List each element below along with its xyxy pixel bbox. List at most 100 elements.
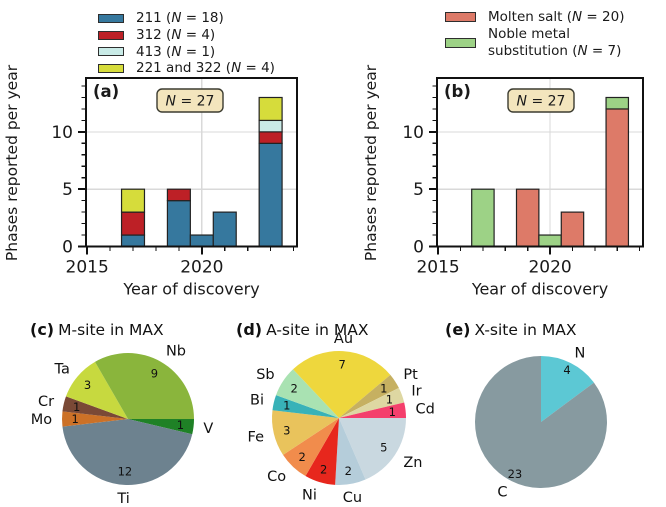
bar-2021-211 bbox=[212, 211, 237, 248]
panel-letter-b: (b) bbox=[444, 82, 471, 101]
plot-border bbox=[435, 76, 645, 248]
pie-d-label-Fe: Fe bbox=[248, 429, 265, 445]
bar-2023-312 bbox=[258, 131, 283, 144]
pie-e-label-N: N bbox=[574, 346, 585, 362]
pie-c-label-Cr: Cr bbox=[38, 394, 54, 410]
pie-d-value-Ni: 2 bbox=[320, 462, 327, 476]
bar-panel-b: 2015 2020 0 5 10 Year of discovery Phases repo… bbox=[362, 64, 645, 299]
pie-e-title-letter: (e) bbox=[445, 320, 471, 339]
bar-2019-211 bbox=[166, 200, 191, 248]
pie-d-title: (d) A-site in MAX bbox=[236, 320, 369, 339]
y-axis-label: Phases reported per year bbox=[362, 64, 380, 261]
pie-d-slice-Ir bbox=[339, 387, 405, 418]
pie-d-label-Cu: Cu bbox=[343, 490, 362, 506]
legend-a-swatch-0 bbox=[98, 13, 124, 23]
legend-a-label-2: 413 (N = 1) bbox=[136, 43, 216, 60]
pie-c-label-Mo: Mo bbox=[31, 412, 53, 428]
pie-d-slice-Au bbox=[293, 350, 391, 418]
pie-d-slice-Zn bbox=[339, 418, 406, 480]
pie-c: 1 V 12 Ti 1 Mo 1 Cr 3 Ta 9 Nb bbox=[31, 344, 214, 507]
pie-d-title-letter: (d) bbox=[236, 320, 263, 339]
pie-e-label-C: C bbox=[497, 484, 507, 500]
pie-c-title-text: M-site in MAX bbox=[58, 321, 164, 339]
pie-c-slice-Mo bbox=[62, 411, 129, 427]
bar-2023-Noble-metal-substitution bbox=[605, 96, 630, 110]
pie-e-slice-C bbox=[475, 356, 607, 488]
bar-2017-312 bbox=[120, 211, 146, 236]
pie-d-label-Zn: Zn bbox=[403, 455, 422, 471]
x-axis-label: Year of discovery bbox=[471, 280, 608, 299]
pie-d-value-Ir: 1 bbox=[386, 393, 393, 407]
bar-2020-Noble-metal-substitution bbox=[538, 234, 562, 248]
pie-e-value-N: 4 bbox=[563, 363, 570, 377]
legend-panel-b: Molten salt (N = 20) Noble metal substitut… bbox=[445, 9, 624, 59]
pie-e: 4N 23C bbox=[475, 346, 607, 500]
pie-d-slice-Cu bbox=[335, 418, 366, 486]
bar-2023-Molten-salt bbox=[605, 108, 630, 248]
y-tick-label: 5 bbox=[62, 180, 73, 200]
pie-c-label-Nb: Nb bbox=[166, 344, 186, 360]
badge-text: N = 27 bbox=[517, 94, 566, 110]
panel-letter-a: (a) bbox=[93, 82, 119, 101]
y-tick-label: 10 bbox=[51, 123, 73, 143]
badge-text: N = 27 bbox=[166, 94, 215, 110]
pie-d-slice-Co bbox=[283, 418, 339, 477]
pie-d-label-Sb: Sb bbox=[256, 367, 274, 383]
y-tick-label: 0 bbox=[62, 238, 73, 258]
pie-d-value-Cd: 1 bbox=[389, 405, 396, 419]
pie-c-value-Ta: 3 bbox=[84, 378, 91, 392]
legend-a-item-2: 413 (N = 1) bbox=[98, 44, 275, 61]
legend-a-label-0: 211 (N = 18) bbox=[136, 10, 224, 26]
pie-e-title: (e) X-site in MAX bbox=[445, 320, 577, 339]
pie-d-value-Fe: 3 bbox=[283, 423, 290, 437]
pie-c-slice-V bbox=[128, 419, 194, 435]
legend-b-swatch-1 bbox=[445, 37, 476, 48]
badge-box bbox=[156, 88, 224, 113]
legend-b-item-1: Noble metal substitution (N = 7) bbox=[445, 26, 624, 60]
pie-c-value-Cr: 1 bbox=[73, 400, 80, 414]
bar-2021-Molten-salt bbox=[560, 211, 585, 248]
legend-a-label-3: 221 and 322 (N = 4) bbox=[136, 60, 275, 77]
legend-a-swatch-1 bbox=[98, 30, 124, 40]
y-tick-label: 0 bbox=[413, 238, 424, 258]
x-axis-label: Year of discovery bbox=[122, 280, 259, 299]
bar-panel-a: 2015 2020 0 5 10 Year of discovery Phases repo… bbox=[3, 64, 299, 299]
pie-c-label-V: V bbox=[203, 421, 213, 437]
pie-d-value-Au: 7 bbox=[338, 357, 345, 371]
pie-c-slice-Ta bbox=[65, 361, 128, 419]
legend-panel-a: 211 (N = 18) 312 (N = 4) 413 (N = 1) 221 an… bbox=[98, 10, 275, 77]
legend-b-swatch-0 bbox=[445, 12, 476, 23]
pie-d-slice-Ni bbox=[305, 418, 339, 485]
x-tick-label: 2015 bbox=[416, 258, 459, 278]
pie-d-label-Au: Au bbox=[334, 331, 353, 347]
x-tick-label: 2020 bbox=[528, 258, 571, 278]
pie-c-slice-Ti bbox=[62, 419, 193, 485]
pie-c-label-Ti: Ti bbox=[116, 491, 129, 507]
legend-a-item-3: 221 and 322 (N = 4) bbox=[98, 60, 275, 77]
pie-d-label-Bi: Bi bbox=[250, 393, 264, 409]
y-axis-label: Phases reported per year bbox=[3, 64, 21, 261]
bar-2023-221-and-322 bbox=[258, 96, 283, 122]
pie-d-value-Bi: 1 bbox=[283, 399, 290, 413]
bar-2023-211 bbox=[258, 142, 283, 248]
pie-c-value-V: 1 bbox=[177, 418, 184, 432]
pie-d-value-Cu: 2 bbox=[345, 464, 352, 478]
pie-c-label-Ta: Ta bbox=[54, 361, 70, 377]
pie-d-value-Pt: 1 bbox=[380, 382, 387, 396]
pie-d-label-Ir: Ir bbox=[411, 384, 421, 400]
pie-d-label-Pt: Pt bbox=[403, 367, 418, 383]
legend-a-swatch-2 bbox=[98, 47, 124, 57]
pie-e-title-text: X-site in MAX bbox=[474, 321, 577, 339]
pie-d-value-Co: 2 bbox=[299, 450, 306, 464]
pie-d-slice-Fe bbox=[272, 410, 339, 455]
legend-a-swatch-3 bbox=[98, 64, 124, 74]
y-tick-label: 5 bbox=[413, 180, 424, 200]
pie-c-value-Ti: 12 bbox=[118, 465, 133, 479]
bar-2020-211 bbox=[189, 234, 214, 248]
legend-b-label-0: Molten salt (N = 20) bbox=[488, 9, 625, 25]
pie-d-label-Cd: Cd bbox=[416, 402, 435, 418]
bar-2017-221-and-322 bbox=[120, 188, 146, 213]
